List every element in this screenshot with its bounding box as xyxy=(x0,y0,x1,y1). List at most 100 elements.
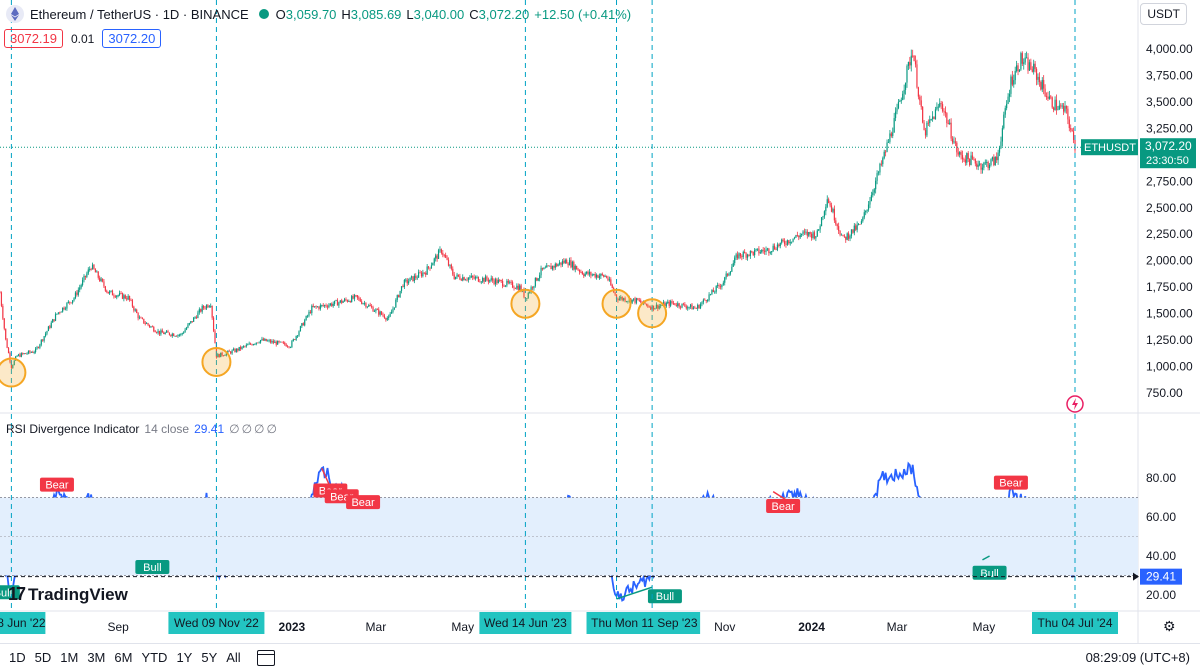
candle-body xyxy=(435,255,437,259)
candle-body xyxy=(621,297,623,300)
range-5d-button[interactable]: 5D xyxy=(34,650,52,665)
candle-body xyxy=(447,259,450,266)
candle-body xyxy=(446,257,448,260)
candle-body xyxy=(304,320,306,326)
candle-body xyxy=(474,277,477,279)
crosshair-date-box xyxy=(0,612,46,634)
candle-body xyxy=(490,278,492,280)
calendar-icon[interactable] xyxy=(256,649,275,666)
gear-icon[interactable]: ⚙ xyxy=(1163,618,1176,634)
candle-body xyxy=(1007,96,1009,104)
candle-body xyxy=(267,340,269,342)
candle-body xyxy=(899,100,901,102)
candle-body xyxy=(464,279,467,281)
candle-body xyxy=(788,240,790,244)
candle-body xyxy=(544,267,546,269)
highlight-marker[interactable] xyxy=(0,357,27,388)
candle-body xyxy=(745,253,747,258)
candle-body xyxy=(781,239,783,243)
candle-body xyxy=(285,344,287,347)
candle-body xyxy=(1034,63,1036,69)
clock-time[interactable]: 08:29:09 (UTC+8) xyxy=(1085,650,1190,665)
crosshair-date-label: Wed 14 Jun '23 xyxy=(484,616,567,630)
tradingview-mark-icon: 17 xyxy=(8,584,26,604)
candle-body xyxy=(660,305,662,307)
rsi-axis-tick: 40.00 xyxy=(1146,549,1176,563)
candle-body xyxy=(903,89,905,94)
candle-body xyxy=(541,267,544,270)
sell-button[interactable]: 3072.19 xyxy=(4,29,63,48)
chart-canvas[interactable]: BearBearBearBearBearBearBullBullBullBull… xyxy=(0,0,1200,643)
candle-body xyxy=(140,317,142,319)
candle-body xyxy=(598,276,601,278)
candle-body xyxy=(860,221,863,224)
candle-body xyxy=(531,287,534,289)
candle-body xyxy=(618,298,620,301)
candle-body xyxy=(561,261,564,265)
highlight-marker[interactable] xyxy=(601,288,632,319)
candle-body xyxy=(904,82,907,90)
candle-body xyxy=(735,254,737,258)
candle-body xyxy=(564,259,566,263)
candle-body xyxy=(249,343,252,345)
buy-button[interactable]: 3072.20 xyxy=(102,29,162,48)
currency-selector[interactable]: USDT xyxy=(1140,3,1187,25)
range-5y-button[interactable]: 5Y xyxy=(201,650,218,665)
candle-body xyxy=(449,264,451,266)
candle-body xyxy=(232,349,235,351)
candle-body xyxy=(611,285,613,289)
candle-body xyxy=(605,276,608,278)
crosshair-date-label: Thu 04 Jul '24 xyxy=(1037,616,1112,630)
candle-body xyxy=(1054,99,1056,111)
candle-body xyxy=(813,232,816,239)
range-1y-button[interactable]: 1Y xyxy=(176,650,193,665)
candle-body xyxy=(238,346,240,351)
candle-body xyxy=(127,295,129,300)
candle-body xyxy=(883,151,885,159)
candle-body xyxy=(593,273,595,275)
candle-body xyxy=(459,276,461,280)
candle-body xyxy=(72,300,74,303)
highlight-marker[interactable] xyxy=(201,346,232,377)
candle-body xyxy=(677,303,679,306)
candle-body xyxy=(726,273,729,276)
range-6m-button[interactable]: 6M xyxy=(114,650,133,665)
candle-body xyxy=(500,280,502,281)
candle-body xyxy=(484,276,487,282)
indicator-name[interactable]: RSI Divergence Indicator xyxy=(6,422,140,436)
candle-body xyxy=(603,274,605,277)
symbol-title[interactable]: Ethereum / TetherUS · 1D · BINANCE xyxy=(30,6,249,22)
candle-body xyxy=(356,295,358,298)
range-1m-button[interactable]: 1M xyxy=(60,650,79,665)
range-3m-button[interactable]: 3M xyxy=(87,650,106,665)
bear-signal-box xyxy=(346,495,381,510)
candle-body xyxy=(325,305,327,307)
candle-body xyxy=(940,103,942,105)
candle-body xyxy=(225,352,227,356)
candle-body xyxy=(772,245,774,252)
range-1d-button[interactable]: 1D xyxy=(9,650,26,665)
candle-body xyxy=(173,333,175,337)
range-ytd-button[interactable]: YTD xyxy=(141,650,168,665)
highlight-marker[interactable] xyxy=(510,288,541,319)
candle-body xyxy=(981,167,984,170)
candle-body xyxy=(124,295,126,299)
candle-body xyxy=(537,278,539,281)
candle-body xyxy=(694,307,696,309)
tradingview-logo[interactable]: 17 TradingView xyxy=(8,584,128,605)
candle-body xyxy=(687,307,689,309)
candle-body xyxy=(181,333,183,334)
range-all-button[interactable]: All xyxy=(226,650,241,665)
highlight-marker[interactable] xyxy=(637,298,668,329)
candle-body xyxy=(1023,62,1025,64)
candle-body xyxy=(678,303,680,307)
candle-body xyxy=(453,274,455,280)
candle-body xyxy=(284,342,286,345)
candle-body xyxy=(836,224,838,227)
candle-body xyxy=(623,298,625,300)
candle-body xyxy=(963,159,965,161)
candle-body xyxy=(188,323,190,325)
candle-body xyxy=(510,281,512,283)
close-label: C xyxy=(469,6,479,22)
candle-body xyxy=(993,157,995,166)
